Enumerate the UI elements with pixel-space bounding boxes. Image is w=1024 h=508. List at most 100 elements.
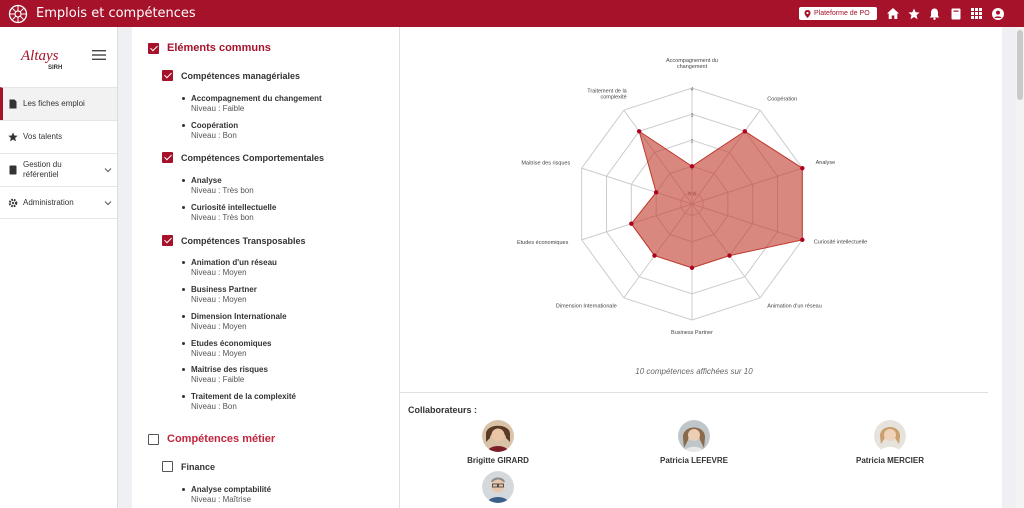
avatar[interactable] — [678, 420, 710, 452]
radar-point — [689, 164, 695, 169]
collaborator-name: Brigitte GIRARD — [467, 456, 529, 465]
sidebar-item-label: Vos talents — [23, 132, 63, 141]
radar-axis-label: Maitrise des risques — [521, 160, 570, 166]
list-item: Dimension Internationale Niveau : Moyen — [182, 312, 287, 331]
bell-icon[interactable] — [927, 6, 942, 21]
radar-axis-label: Business Partner — [671, 330, 713, 336]
sidebar-item-label: Gestion du référentiel — [23, 160, 62, 179]
radar-point — [689, 265, 695, 270]
list-item: Accompagnement du changement Niveau : Fai… — [182, 94, 322, 113]
sidebar-item-fiches-emploi[interactable]: Les fiches emploi — [0, 87, 117, 120]
list-item: Business Partner Niveau : Moyen — [182, 285, 257, 304]
book-icon — [8, 165, 18, 175]
document-icon — [8, 99, 18, 109]
list-item: Etudes économiques Niveau : Moyen — [181, 339, 272, 358]
group-title: Compétences Transposables — [181, 235, 306, 246]
svg-text:SIRH: SIRH — [48, 65, 62, 71]
user-icon[interactable] — [990, 6, 1005, 21]
competences-metier-checkbox[interactable] — [148, 433, 159, 445]
radar-point — [652, 253, 657, 258]
star-icon — [8, 132, 18, 142]
elements-communs-checkbox[interactable] — [148, 42, 159, 54]
location-pin-icon — [804, 9, 811, 18]
sidebar-item-gestion-referentiel[interactable]: Gestion du référentiel — [0, 153, 117, 186]
gear-icon — [8, 198, 18, 208]
group-competences-comportementales: Compétences Comportementales — [162, 152, 324, 163]
avatar[interactable] — [874, 420, 906, 452]
star-icon[interactable] — [906, 6, 921, 21]
chevron-down-icon[interactable] — [104, 166, 112, 174]
radar-axis-label: Animation d'un réseau — [767, 304, 822, 310]
hamburger-menu-icon[interactable] — [92, 50, 106, 60]
radar-axis-label: Accompagnement du changement — [666, 58, 718, 70]
group-title: Compétences Comportementales — [181, 152, 325, 163]
sidebar-item-vos-talents[interactable]: Vos talents — [0, 120, 117, 153]
competences-list: Eléments communs Compétences managériale… — [132, 27, 400, 508]
book-icon[interactable] — [948, 6, 963, 21]
avatar[interactable] — [482, 471, 514, 503]
collaborator-card[interactable]: Patricia MERCIER — [840, 420, 940, 465]
radar-point — [800, 165, 805, 171]
radar-scale-label: 2 — [691, 139, 694, 145]
collaborator-name: Patricia LEFEVRE — [659, 456, 729, 465]
list-item: Coopération Niveau : Bon — [181, 121, 239, 140]
collaborator-name: Patricia MERCIER — [855, 456, 925, 465]
group-checkbox[interactable] — [162, 152, 173, 163]
sidebar-item-label: Les fiches emploi — [23, 99, 85, 108]
radar-scale-label: 4 — [691, 87, 694, 93]
divider — [400, 392, 988, 393]
list-item: Maitrise des risques Niveau : Faible — [182, 365, 268, 384]
group-finance: Finance — [162, 461, 215, 472]
radar-axis-label: Dimension Internationale — [556, 304, 617, 310]
radar-series-area — [630, 130, 803, 269]
sidebar-item-administration[interactable]: Administration — [0, 186, 117, 219]
group-checkbox[interactable] — [162, 235, 173, 246]
platform-button[interactable]: Plateforme de PO — [799, 7, 877, 20]
collaborator-card[interactable]: Brigitte GIRARD — [448, 420, 548, 465]
radar-point — [653, 190, 659, 195]
group-title: Compétences managériales — [181, 70, 301, 81]
radar-point — [742, 129, 748, 134]
main-content: Eléments communs Compétences managériale… — [132, 27, 1002, 508]
section-title: Eléments communs — [167, 42, 271, 54]
list-item: Traitement de la complexité Niveau : Bon — [182, 392, 296, 411]
collaborator-card[interactable]: Patricia LEFEVRE — [644, 420, 744, 465]
radar-axis-label: Coopération — [767, 96, 797, 102]
radar-axis-label: Curiosité intellectuelle — [814, 240, 868, 246]
radar-chart: N.A1234Accompagnement duchangementCoopér… — [517, 58, 868, 336]
radar-scale-label: 3 — [691, 113, 694, 119]
group-competences-manageriales: Compétences managériales — [162, 70, 300, 81]
svg-text:Altays: Altays — [20, 48, 59, 64]
app-title: Emplois et compétences — [36, 6, 196, 21]
home-icon[interactable] — [885, 6, 900, 21]
radar-axis-label: Traitement de la complexité — [587, 88, 627, 100]
list-item: Analyse comptabilité Niveau : Maîtrise — [181, 485, 272, 504]
radar-point — [727, 253, 732, 258]
radar-point — [629, 221, 634, 226]
radar-axis-label: Etudes économiques — [517, 240, 569, 246]
section-elements-communs: Eléments communs — [148, 42, 271, 54]
apps-grid-icon[interactable] — [969, 6, 984, 21]
brand-area: Altays SIRH — [0, 27, 117, 87]
list-item: Animation d'un réseau Niveau : Moyen — [182, 258, 277, 277]
altays-logo[interactable]: Altays SIRH — [20, 43, 66, 73]
scrollbar-thumb[interactable] — [1017, 30, 1023, 100]
chart-panel: N.A1234Accompagnement duchangementCoopér… — [400, 27, 1002, 508]
app-logo-icon[interactable] — [8, 4, 28, 24]
sidebar: Altays SIRH Les fiches emploi Vos talent… — [0, 27, 118, 508]
group-competences-transposables: Compétences Transposables — [162, 235, 306, 246]
group-checkbox[interactable] — [162, 70, 173, 81]
page-scrollbar[interactable] — [1016, 27, 1024, 508]
collaborator-card[interactable] — [448, 471, 548, 507]
list-item: Analyse Niveau : Très bon — [182, 176, 254, 195]
top-bar: Emplois et compétences Plateforme de PO — [0, 0, 1024, 27]
radar-point — [636, 129, 642, 134]
radar-axis-label: Analyse — [816, 160, 836, 166]
chevron-down-icon[interactable] — [104, 199, 112, 207]
group-checkbox[interactable] — [162, 461, 173, 472]
group-title: Finance — [181, 461, 216, 472]
chart-caption: 10 compétences affichées sur 10 — [635, 367, 753, 376]
avatar[interactable] — [482, 420, 514, 452]
list-item: Curiosité intellectuelle Niveau : Très bo… — [181, 203, 277, 222]
section-competences-metier: Compétences métier — [148, 433, 275, 445]
